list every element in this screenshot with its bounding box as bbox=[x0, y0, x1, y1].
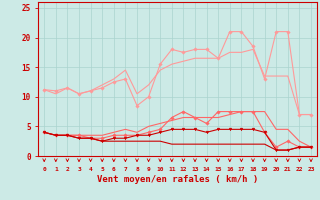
X-axis label: Vent moyen/en rafales ( km/h ): Vent moyen/en rafales ( km/h ) bbox=[97, 175, 258, 184]
